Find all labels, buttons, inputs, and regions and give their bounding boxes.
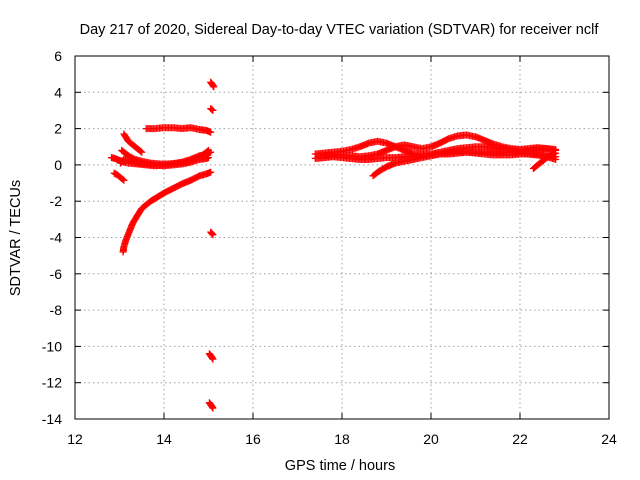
y-tick-label: -4 <box>50 230 63 246</box>
data-point <box>208 230 216 238</box>
y-tick-label: -2 <box>50 193 63 209</box>
data-point <box>120 176 128 184</box>
chart-title: Day 217 of 2020, Sidereal Day-to-day VTE… <box>80 22 600 38</box>
y-axis-label: SDTVAR / TECUs <box>8 180 24 296</box>
y-tick-label: 4 <box>54 84 62 100</box>
y-tick-label: -8 <box>50 302 63 318</box>
y-tick-label: 2 <box>54 121 62 137</box>
data-point <box>552 156 560 163</box>
y-axis-ticks: 6 4 2 0 -2 -4 -6 -8 -10 -12 -14 <box>42 48 609 427</box>
x-tick-label: 22 <box>512 431 528 447</box>
data-point <box>209 231 217 239</box>
data-point <box>203 147 211 155</box>
data-point <box>208 106 216 113</box>
x-tick-label: 12 <box>67 431 83 447</box>
x-axis-ticks: 12 14 16 18 20 22 24 <box>67 56 617 447</box>
data-point <box>137 147 145 155</box>
y-tick-label: -14 <box>42 411 62 427</box>
y-tick-label: -12 <box>42 375 62 391</box>
x-tick-label: 14 <box>156 431 172 447</box>
x-tick-label: 24 <box>601 431 617 447</box>
y-tick-label: -10 <box>42 338 62 354</box>
y-tick-label: 0 <box>54 157 62 173</box>
data-point <box>207 128 215 136</box>
data-point <box>210 83 218 91</box>
x-axis-label: GPS time / hours <box>285 458 395 474</box>
x-tick-label: 20 <box>423 431 439 447</box>
x-tick-label: 16 <box>245 431 261 447</box>
data-point <box>209 355 217 363</box>
data-points <box>108 78 560 412</box>
grid-lines <box>75 56 609 419</box>
data-point <box>119 175 127 183</box>
data-point <box>209 106 217 114</box>
data-point <box>205 146 212 154</box>
y-tick-label: -6 <box>50 266 63 282</box>
data-point <box>209 404 217 412</box>
y-tick-label: 6 <box>54 48 62 64</box>
x-tick-label: 18 <box>334 431 350 447</box>
data-point <box>207 168 215 176</box>
data-point <box>138 148 146 156</box>
data-point <box>552 149 560 157</box>
